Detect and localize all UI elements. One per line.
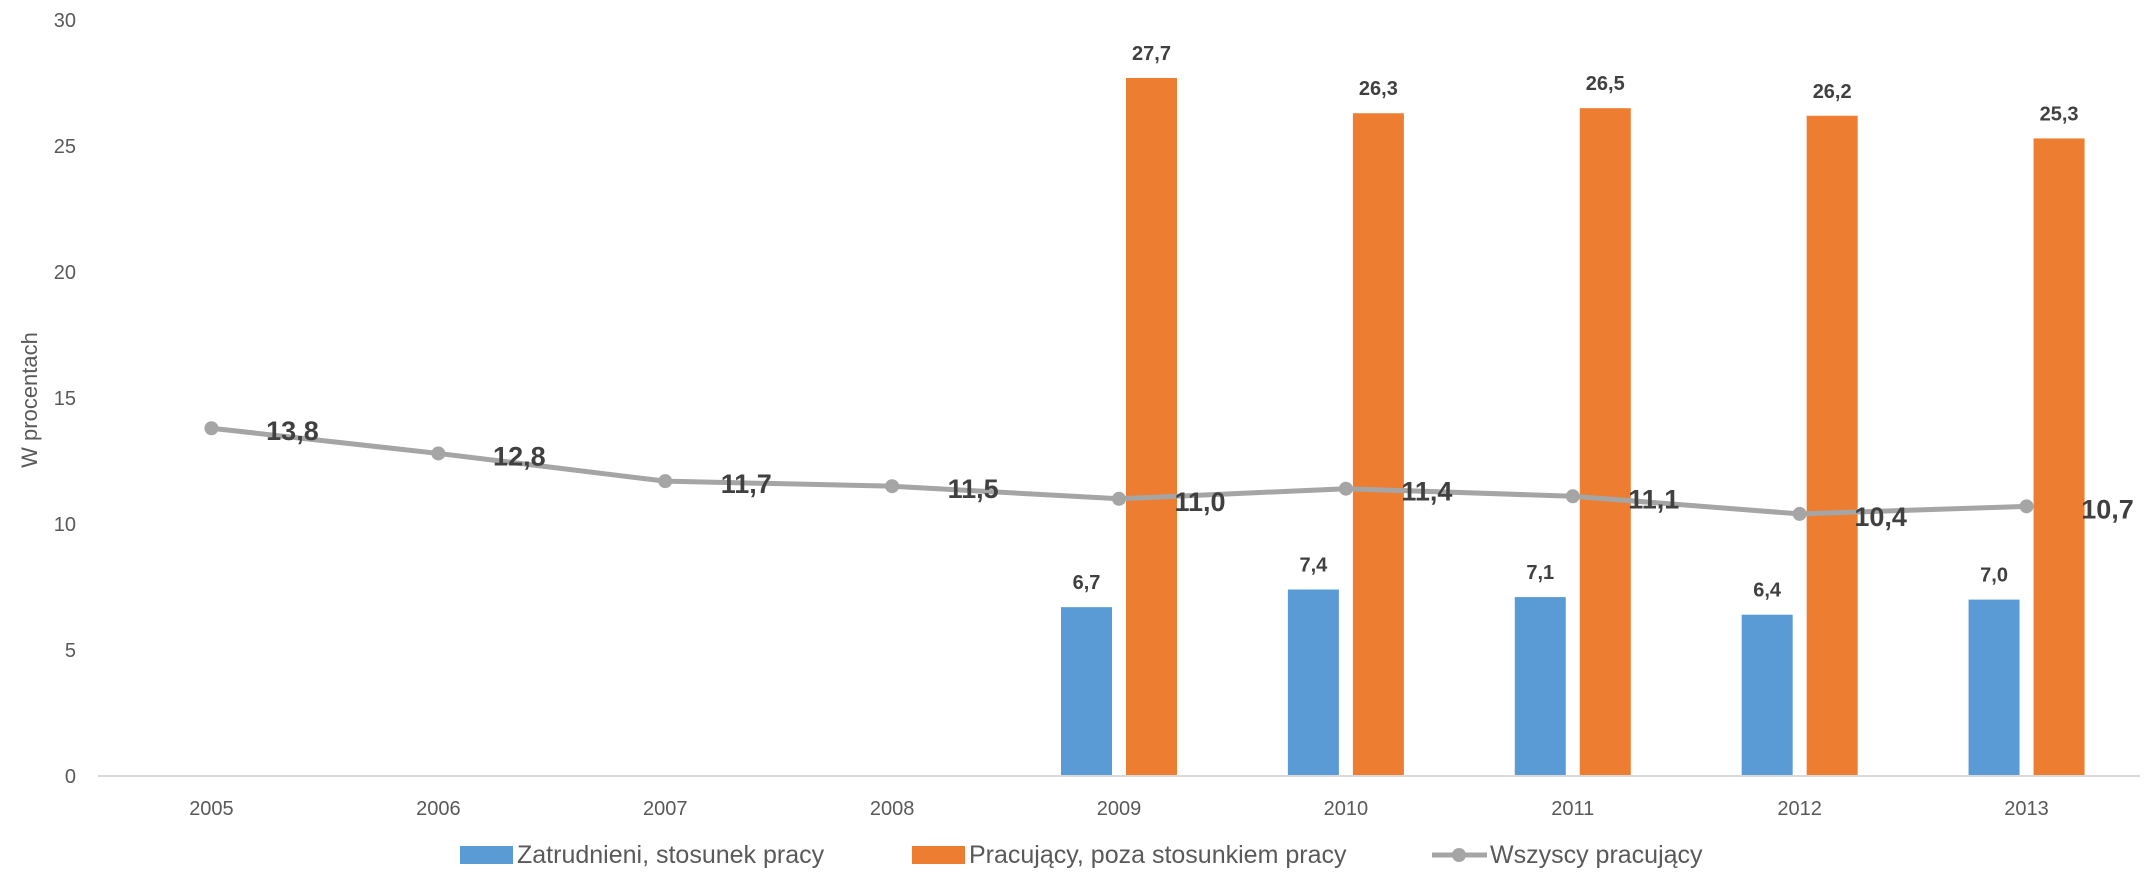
bar [1514, 597, 1566, 776]
line-data-label: 13,8 [266, 416, 319, 446]
line-point [1792, 506, 1807, 521]
y-tick-label: 15 [54, 388, 76, 410]
bar [1579, 108, 1631, 776]
y-tick-label: 25 [54, 136, 76, 158]
legend: Zatrudnieni, stosunek pracy Pracujący, po… [460, 841, 1703, 869]
line-point [1338, 481, 1353, 496]
line-point [2019, 499, 2034, 514]
legend-label: Zatrudnieni, stosunek pracy [517, 841, 825, 869]
bar-data-label: 6,4 [1753, 580, 1782, 602]
line-data-label: 11,1 [1628, 484, 1679, 514]
line-point [431, 446, 446, 461]
y-axis-title: W procentach [17, 332, 42, 468]
legend-item: Pracujący, poza stosunkiem pracy [912, 841, 1347, 869]
bar [1126, 77, 1177, 776]
bar-data-label: 6,7 [1073, 572, 1101, 594]
x-tick-label: 2009 [1097, 798, 1142, 820]
line-data-label: 11,7 [721, 469, 772, 499]
line-point [204, 421, 219, 436]
legend-label: Pracujący, poza stosunkiem pracy [969, 841, 1347, 869]
legend-swatch [460, 846, 513, 864]
line-point [1565, 489, 1580, 504]
bar-data-label: 7,1 [1526, 562, 1554, 584]
y-axis-title-group: W procentach [17, 332, 42, 468]
bar-data-label: 7,4 [1299, 555, 1328, 577]
legend-label: Wszyscy pracujący [1490, 841, 1703, 869]
x-tick-label: 2011 [1551, 798, 1594, 820]
y-axis: 0 5 10 15 20 25 30 [54, 10, 76, 788]
bar [1968, 599, 2020, 776]
data-labels: 6,7 7,4 7,1 6,4 7,0 27,7 26,3 26,5 26,2 25,3 13,8 1… [266, 43, 2134, 602]
bar-data-label: 26,2 [1813, 81, 1852, 103]
y-tick-label: 10 [54, 514, 76, 536]
line-data-label: 11,5 [948, 474, 999, 504]
bar [2033, 138, 2085, 776]
x-tick-label: 2008 [870, 798, 915, 820]
x-tick-label: 2005 [189, 798, 234, 820]
bar-data-label: 25,3 [2040, 103, 2079, 125]
bar-data-label: 27,7 [1132, 43, 1171, 65]
line-data-label: 11,4 [1401, 477, 1452, 507]
bar [1061, 607, 1112, 776]
line-data-label: 10,4 [1854, 502, 1907, 532]
line-data-label: 11,0 [1174, 487, 1225, 517]
bar-data-label: 26,3 [1359, 78, 1398, 100]
legend-marker [1452, 848, 1466, 862]
y-tick-label: 5 [65, 640, 76, 662]
x-tick-label: 2007 [643, 798, 688, 820]
line-series [204, 421, 2034, 521]
bar-data-label: 26,5 [1586, 73, 1625, 95]
x-tick-label: 2013 [2004, 798, 2049, 820]
bars [1061, 77, 2085, 777]
bar-data-label: 7,0 [1980, 565, 2008, 587]
legend-item: Wszyscy pracujący [1432, 841, 1703, 869]
y-tick-label: 0 [65, 766, 76, 788]
line-point [1112, 491, 1126, 506]
y-tick-label: 20 [54, 262, 76, 284]
x-tick-label: 2006 [416, 798, 461, 820]
legend-item: Zatrudnieni, stosunek pracy [460, 841, 825, 869]
bar [1806, 115, 1858, 776]
line-point [885, 479, 900, 494]
y-tick-label: 30 [54, 10, 76, 32]
line-data-label: 10,7 [2081, 494, 2134, 524]
x-tick-label: 2012 [1777, 798, 1822, 820]
legend-swatch [912, 846, 965, 864]
bar [1352, 113, 1404, 777]
x-tick-label: 2010 [1324, 798, 1369, 820]
x-axis: 2005 2006 2007 2008 2009 2010 2011 2012 2013 [189, 798, 2049, 820]
line-point [658, 474, 673, 489]
bar [1287, 589, 1339, 776]
bar [1741, 614, 1793, 776]
line-data-label: 12,8 [493, 441, 546, 471]
